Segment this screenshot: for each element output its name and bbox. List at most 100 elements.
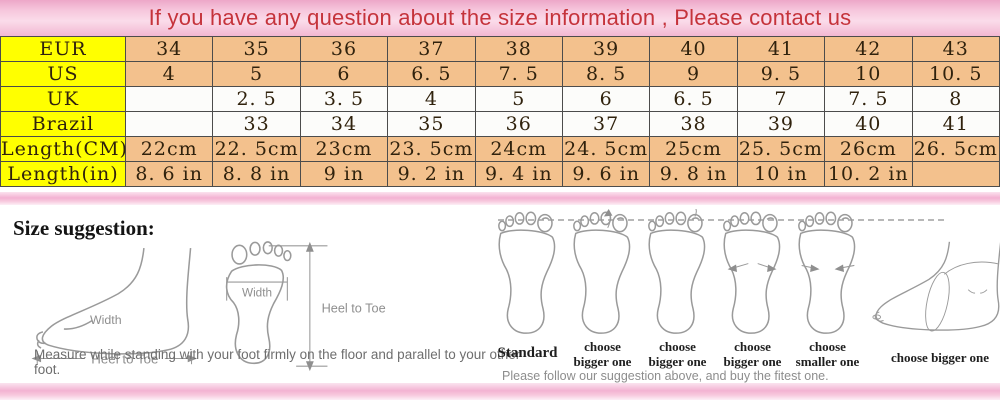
- size-table-cell: 25cm: [649, 136, 738, 162]
- foot-advice-item: choose bigger one: [865, 209, 1000, 366]
- size-table-cell: 39: [736, 111, 826, 137]
- size-table-cell: 41: [911, 111, 1000, 137]
- foot-side-diagram: Width Heel to Toe: [31, 247, 198, 366]
- foot-advice-item: choose smaller one: [790, 209, 865, 370]
- size-table-cell: 43: [911, 36, 1000, 62]
- size-table-cell: 38: [649, 111, 738, 137]
- size-table-cell: 34: [299, 111, 389, 137]
- size-table-row-label: Length(CM): [0, 136, 128, 162]
- size-table-cell: 22cm: [124, 136, 214, 162]
- heel-to-toe-label: Heel to Toe: [322, 300, 386, 315]
- foot-top-diagram-standard: [497, 211, 555, 334]
- size-table-cell: 6. 5: [649, 86, 738, 112]
- size-table-cell: 42: [824, 36, 913, 62]
- foot-advice-item: choose bigger one: [640, 209, 715, 370]
- size-suggestion-heading: Size suggestion:: [13, 216, 155, 240]
- foot-top-diagram-long-second-toe: [572, 209, 630, 334]
- size-table-cell: 2. 5: [212, 86, 301, 112]
- foot-tape-measure-diagram: [872, 241, 1000, 332]
- size-table-cell: 7. 5: [824, 86, 913, 112]
- size-table-cell: 9 in: [299, 161, 389, 187]
- size-table-row: EUR 34 35 36 37 38 39 40 41 42 43: [0, 36, 1000, 62]
- size-table-cell: 8. 6 in: [124, 161, 214, 187]
- size-table-row: Brazil 33 34 35 36 37 38 39 40 41: [0, 111, 1000, 137]
- pink-divider-bottom: [0, 383, 1000, 400]
- foot-advice-panel: Standard choose bigger one choose bigger…: [486, 204, 1000, 386]
- size-table-cell: 9. 5: [736, 61, 826, 87]
- size-table-cell: 8: [911, 86, 1000, 112]
- size-table-cell: 7: [736, 86, 826, 112]
- size-table-row: Length(in) 8. 6 in 8. 8 in 9 in 9. 2 in 9. 4 …: [0, 161, 1000, 187]
- size-table-cell: 9. 2 in: [387, 161, 476, 187]
- size-table-cell: 37: [561, 111, 651, 137]
- size-table-cell: 33: [212, 111, 301, 137]
- footprint-diagram: Width Heel to Toe: [225, 241, 386, 372]
- size-table-cell: 41: [736, 36, 826, 62]
- size-table-cell: 9. 4 in: [474, 161, 563, 187]
- size-table-cell: [911, 161, 1000, 187]
- foot-advice-label: choose bigger one: [573, 339, 632, 369]
- size-table-cell: 9: [649, 61, 738, 87]
- size-table-cell: 39: [561, 36, 651, 62]
- size-table-cell: 40: [824, 111, 913, 137]
- size-table-cell: 26. 5cm: [911, 136, 1000, 162]
- size-table-cell: [124, 111, 214, 137]
- foot-top-diagram-narrow: [797, 211, 855, 334]
- size-table-cell: 10. 2 in: [824, 161, 913, 187]
- size-table-cell: 23cm: [299, 136, 389, 162]
- size-table-cell: 9. 6 in: [561, 161, 651, 187]
- foot-advice-label: choose smaller one: [795, 339, 860, 369]
- size-table-cell: 26cm: [824, 136, 913, 162]
- size-table-cell: 23. 5cm: [387, 136, 476, 162]
- size-table-cell: 37: [387, 36, 476, 62]
- foot-advice-item: choose bigger one: [565, 209, 640, 370]
- size-table-cell: 5: [212, 61, 301, 87]
- size-table-cell: 6: [561, 86, 651, 112]
- size-table-cell: 38: [474, 36, 563, 62]
- advice-caption: Please follow our suggestion above, and …: [502, 369, 829, 383]
- size-table-cell: 10 in: [736, 161, 826, 187]
- size-table-cell: 36: [299, 36, 389, 62]
- size-table-cell: 35: [387, 111, 476, 137]
- heel-to-toe-label: Heel to Toe: [91, 351, 158, 366]
- size-table-cell: 34: [124, 36, 214, 62]
- size-table-cell: 9. 8 in: [649, 161, 738, 187]
- size-table-row-label: Length(in): [0, 161, 126, 187]
- size-table-cell: 8. 8 in: [212, 161, 301, 187]
- size-table-cell: 24. 5cm: [561, 136, 651, 162]
- size-table-cell: 4: [387, 86, 476, 112]
- pink-divider-top: [0, 192, 1000, 205]
- foot-advice-item: Standard: [490, 209, 565, 362]
- size-table-cell: 40: [649, 36, 738, 62]
- size-table-cell: 24cm: [474, 136, 563, 162]
- size-table-cell: 22. 5cm: [212, 136, 301, 162]
- foot-top-diagram-long-big-toe: [647, 209, 705, 334]
- size-table-cell: 10. 5: [911, 61, 1000, 87]
- size-table-cell: 25. 5cm: [736, 136, 826, 162]
- size-table-cell: 3. 5: [299, 86, 389, 112]
- size-table-row-label: EUR: [0, 36, 126, 62]
- size-table-wrap: EUR 34 35 36 37 38 39 40 41 42 43 US 4 5 6 6. 5 7. 5 8. 5…: [0, 36, 1000, 187]
- foot-advice-label: Standard: [497, 345, 558, 361]
- size-table-cell: 6: [299, 61, 389, 87]
- foot-advice-label: choose bigger one: [723, 339, 782, 369]
- measure-caption: Measure while standing with your foot fi…: [34, 347, 521, 377]
- size-table-cell: 10: [824, 61, 913, 87]
- size-table-cell: 36: [474, 111, 563, 137]
- foot-advice-label: choose bigger one: [648, 339, 707, 369]
- size-table-cell: [124, 86, 214, 112]
- size-table-row-label: Brazil: [0, 111, 126, 137]
- foot-advice-label: choose bigger one: [891, 350, 989, 365]
- width-label: Width: [242, 287, 272, 300]
- size-table: EUR 34 35 36 37 38 39 40 41 42 43 US 4 5 6 6. 5 7. 5 8. 5…: [0, 36, 1000, 187]
- contact-banner: If you have any question about the size …: [0, 0, 1000, 36]
- contact-banner-text: If you have any question about the size …: [148, 5, 852, 30]
- size-table-cell: 8. 5: [561, 61, 651, 87]
- width-label: Width: [90, 313, 122, 327]
- foot-top-diagram-wide: [722, 211, 780, 334]
- size-table-row-label: UK: [0, 86, 126, 112]
- size-table-cell: 6. 5: [387, 61, 476, 87]
- size-table-cell: 7. 5: [474, 61, 563, 87]
